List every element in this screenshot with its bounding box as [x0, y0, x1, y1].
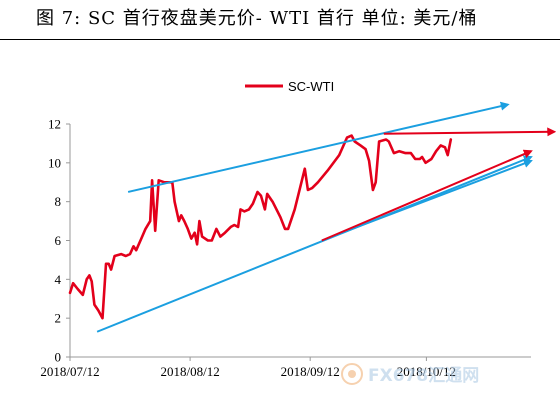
- red-trend-arrow-4: [321, 149, 533, 242]
- plot-area: [68, 134, 453, 320]
- y-tick-label: 8: [55, 194, 62, 209]
- legend: SC-WTI: [245, 79, 334, 94]
- figure-title: 图 7: SC 首行夜盘美元价- WTI 首行 单位: 美元/桶: [0, 0, 560, 40]
- y-tick-label: 6: [55, 233, 62, 248]
- watermark: FX678汇通网: [341, 363, 479, 386]
- x-tick-label: 2018/10/12: [397, 364, 456, 379]
- x-tick-label: 2018/09/12: [281, 364, 340, 379]
- y-tick-label: 12: [48, 117, 61, 132]
- series-line-sc-wti: [68, 134, 453, 320]
- x-tick-label: 2018/08/12: [160, 364, 219, 379]
- x-tick-labels: 2018/07/12 2018/08/12 2018/09/12 2018/10/12: [40, 357, 456, 379]
- watermark-logo-dot-icon: [348, 370, 356, 378]
- y-tick-label: 4: [55, 272, 62, 287]
- y-tick-label: 10: [48, 155, 61, 170]
- blue-trend-arrow-2: [321, 159, 533, 242]
- y-tick-label: 2: [55, 311, 62, 326]
- watermark-logo-icon: [341, 363, 363, 385]
- blue-trend-arrow-1: [96, 155, 533, 333]
- blue-trend-arrow-0: [127, 101, 510, 193]
- legend-label-sc-wti: SC-WTI: [288, 79, 334, 94]
- red-trend-arrow-3: [383, 127, 557, 137]
- x-tick-label: 2018/07/12: [40, 364, 99, 379]
- y-tick-label: 0: [55, 350, 62, 365]
- y-tick-labels: 0 2 4 6 8 10 12: [48, 117, 70, 365]
- trend-arrows: [96, 101, 557, 333]
- watermark-text: FX678汇通网: [368, 366, 479, 386]
